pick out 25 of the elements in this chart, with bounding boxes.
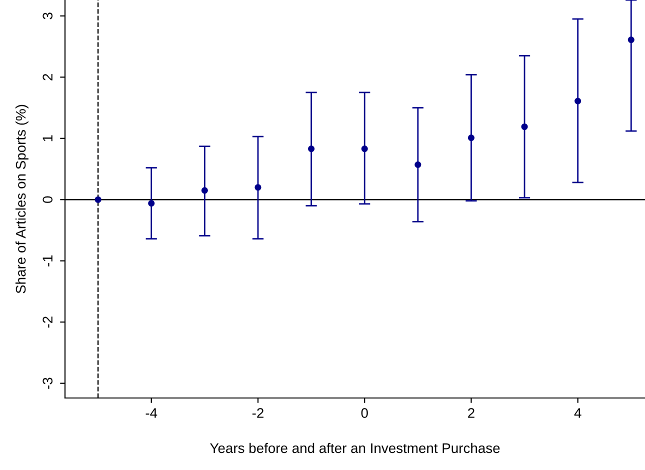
y-tick-label: 0 — [42, 196, 53, 203]
x-tick-label: 0 — [361, 408, 368, 418]
point — [468, 134, 475, 142]
y-axis-title: Share of Articles on Sports (%) — [15, 104, 28, 294]
x-tick-label: 4 — [574, 408, 582, 418]
point — [201, 187, 208, 194]
point — [628, 36, 634, 44]
x-tick-label: -2 — [252, 408, 264, 418]
point — [148, 200, 155, 207]
x-tick-label: 2 — [468, 408, 474, 418]
point — [308, 145, 315, 152]
y-tick-label: 3 — [42, 12, 53, 20]
y-tick-label: -3 — [42, 378, 53, 389]
point — [574, 98, 582, 104]
point — [521, 123, 528, 130]
point — [94, 196, 102, 203]
point — [414, 161, 422, 168]
y-tick-label: -1 — [42, 255, 52, 266]
x-tick-label: -4 — [146, 408, 158, 418]
x-axis-title: Years before and after an Investment Purchase — [210, 442, 500, 454]
y-tick-label: -2 — [42, 316, 52, 328]
point — [254, 184, 262, 191]
y-tick-label: 2 — [42, 74, 52, 80]
y-tick-label: 1 — [42, 135, 52, 142]
point — [361, 145, 368, 152]
